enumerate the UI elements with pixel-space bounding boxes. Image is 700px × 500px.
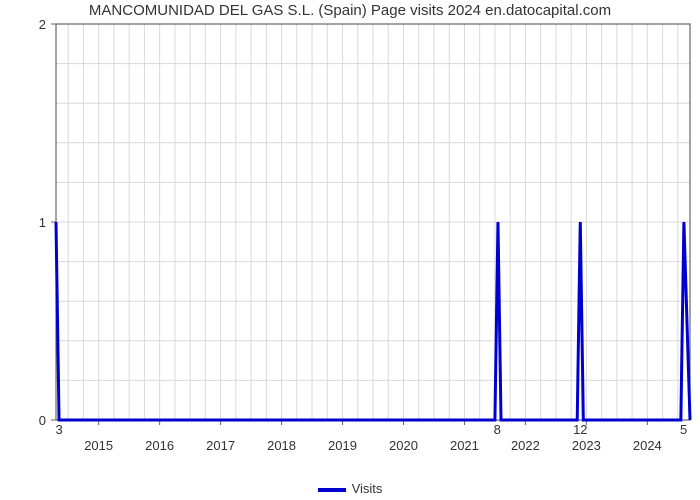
- svg-text:2024: 2024: [633, 438, 662, 453]
- svg-text:2019: 2019: [328, 438, 357, 453]
- svg-text:2: 2: [39, 17, 46, 32]
- visits-chart: MANCOMUNIDAD DEL GAS S.L. (Spain) Page v…: [0, 0, 700, 500]
- svg-text:5: 5: [680, 422, 687, 437]
- svg-text:2016: 2016: [145, 438, 174, 453]
- svg-text:2015: 2015: [84, 438, 113, 453]
- svg-text:2018: 2018: [267, 438, 296, 453]
- legend: Visits: [0, 481, 700, 496]
- svg-text:12: 12: [573, 422, 587, 437]
- chart-svg: 0122015201620172018201920202021202220232…: [0, 0, 700, 470]
- legend-label: Visits: [352, 481, 383, 496]
- svg-text:2020: 2020: [389, 438, 418, 453]
- svg-text:2017: 2017: [206, 438, 235, 453]
- legend-swatch: [318, 488, 346, 492]
- svg-text:3: 3: [56, 422, 63, 437]
- svg-text:2021: 2021: [450, 438, 479, 453]
- svg-text:2022: 2022: [511, 438, 540, 453]
- chart-title: MANCOMUNIDAD DEL GAS S.L. (Spain) Page v…: [0, 2, 700, 19]
- svg-text:8: 8: [494, 422, 501, 437]
- svg-text:1: 1: [39, 215, 46, 230]
- svg-text:0: 0: [39, 413, 46, 428]
- svg-text:2023: 2023: [572, 438, 601, 453]
